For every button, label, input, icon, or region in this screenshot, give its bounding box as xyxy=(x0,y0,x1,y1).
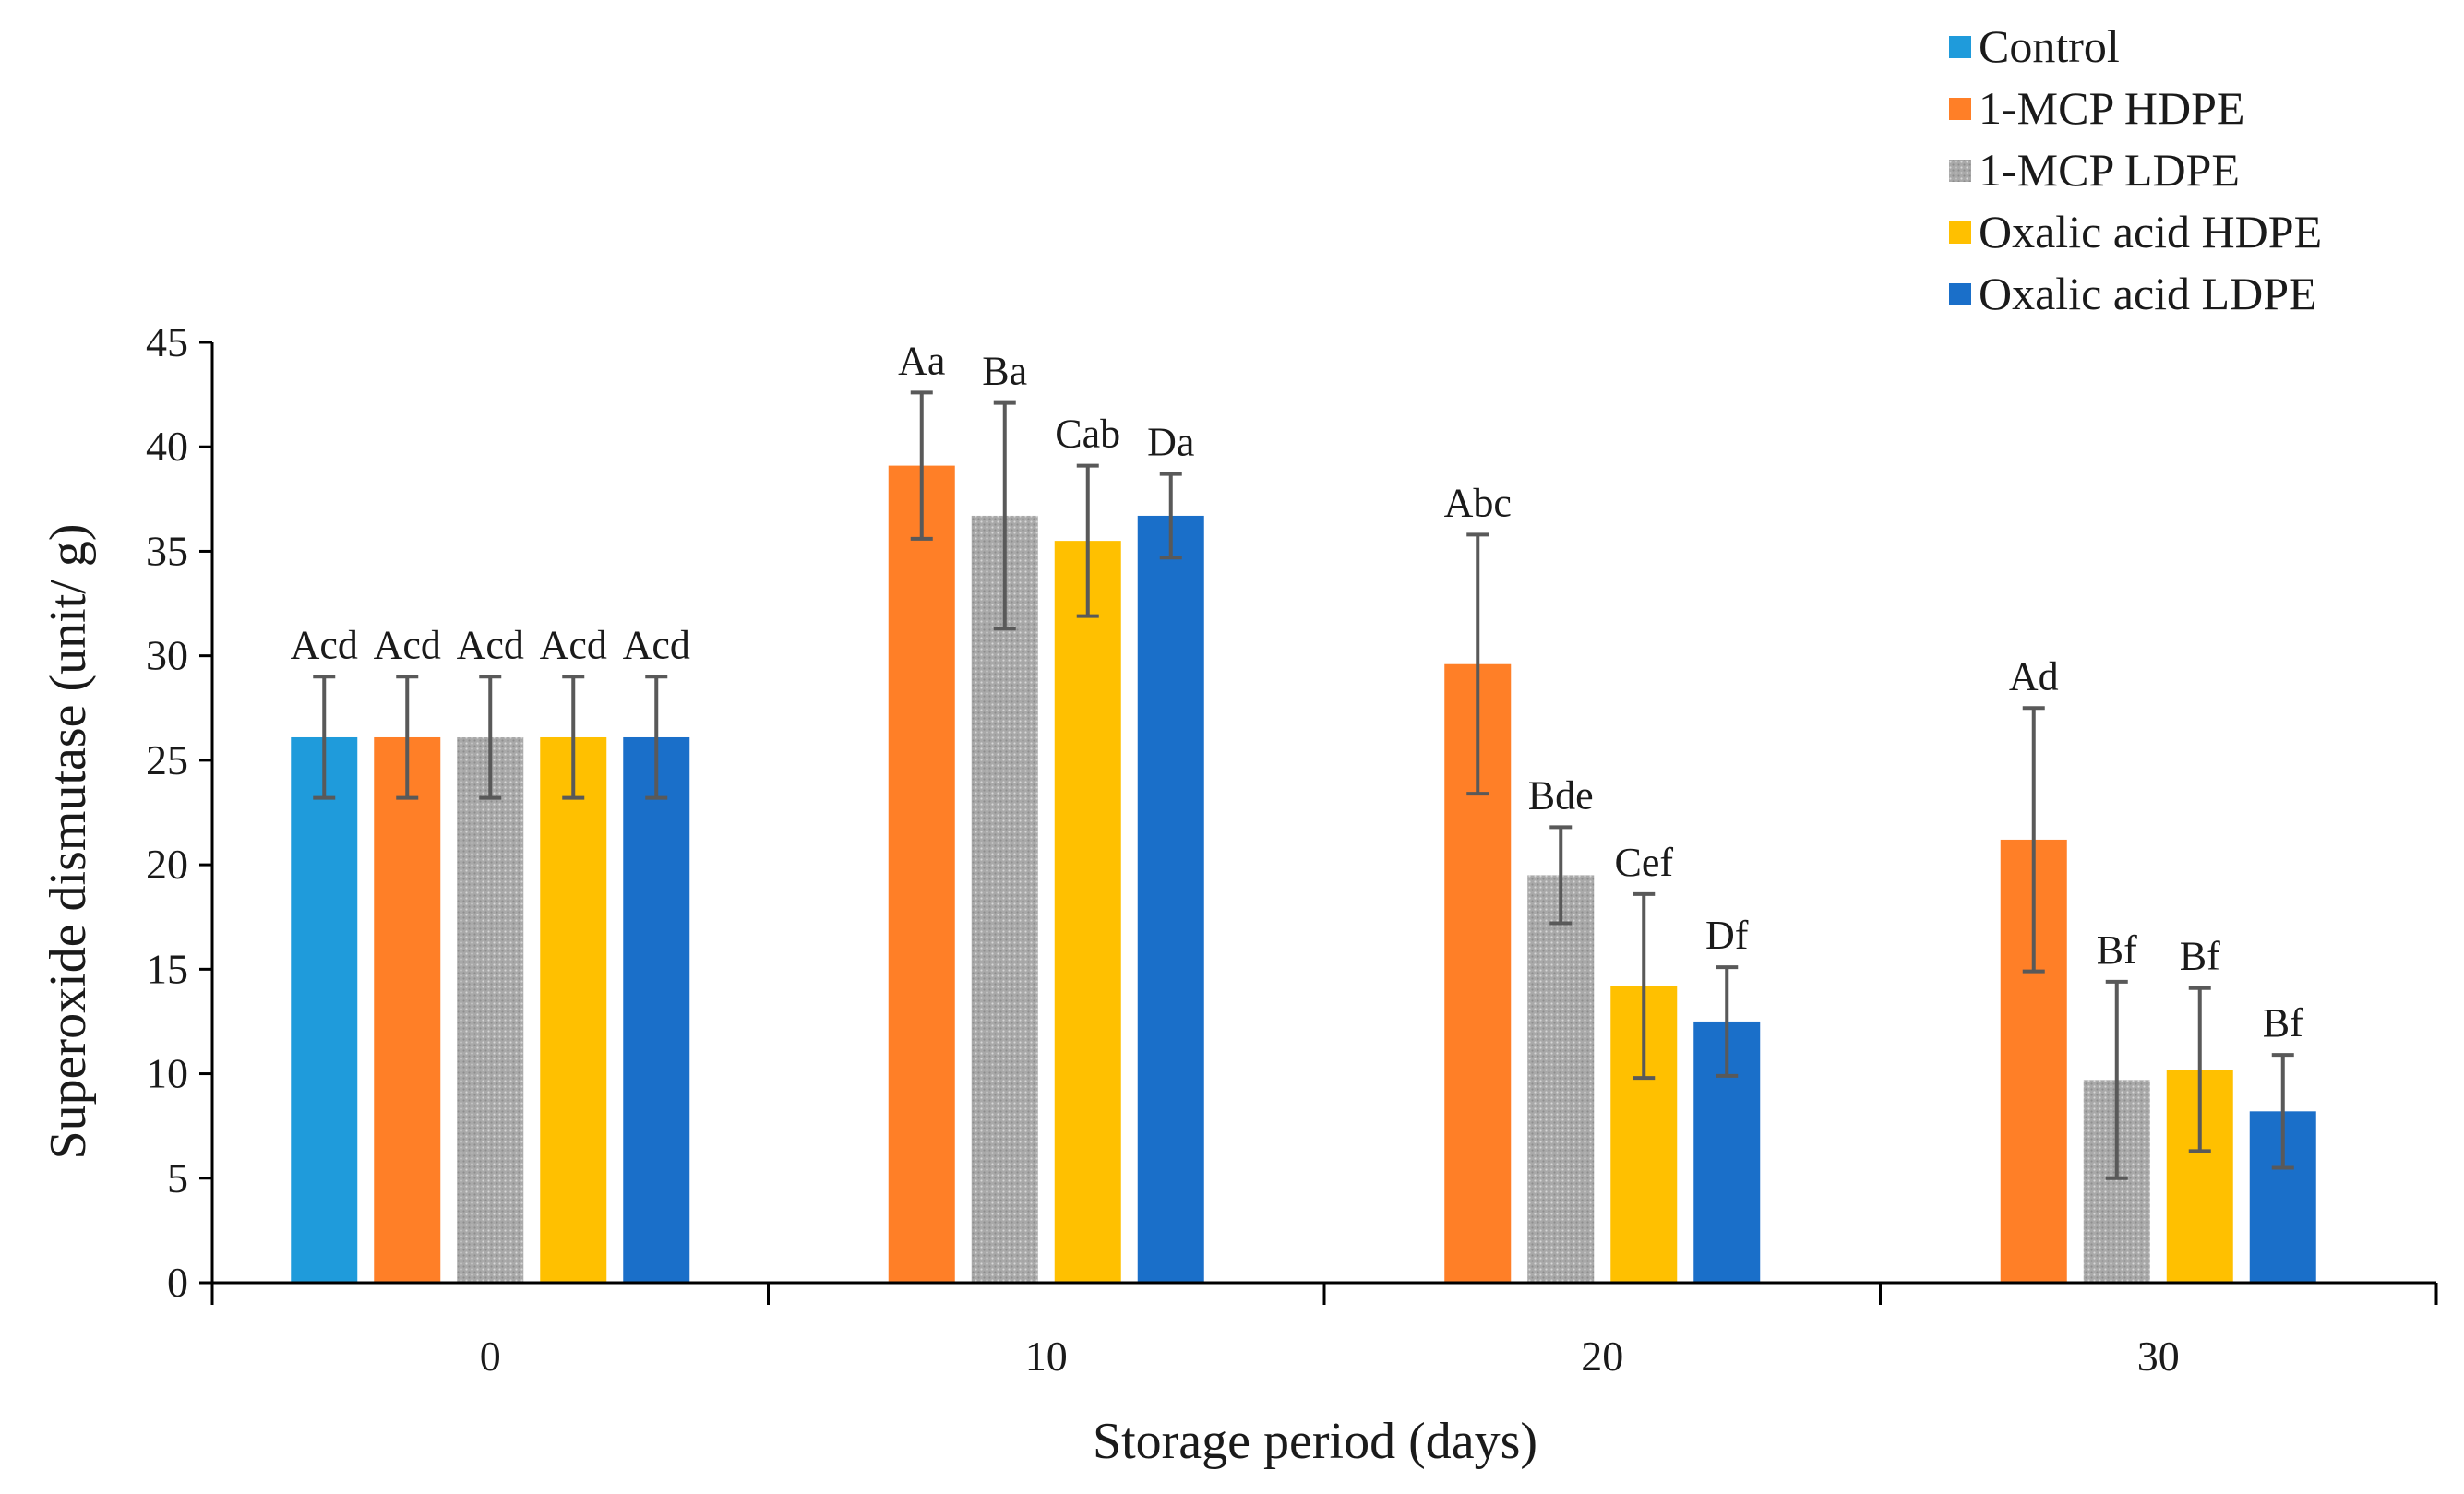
x-tick-label: 10 xyxy=(1025,1333,1068,1380)
y-tick-label: 40 xyxy=(146,423,188,470)
data-label: Acd xyxy=(540,622,607,667)
legend-swatch xyxy=(1949,283,1971,305)
x-axis-ticks: 0 10 20 30 xyxy=(210,1283,2438,1380)
error-bars xyxy=(313,390,2294,1180)
y-tick-label: 25 xyxy=(146,736,188,783)
legend-swatch xyxy=(1949,160,1971,182)
data-label: Cef xyxy=(1614,840,1673,885)
y-tick-label: 30 xyxy=(146,632,188,679)
legend-swatch xyxy=(1949,221,1971,244)
x-tick-label: 0 xyxy=(480,1333,501,1380)
bar xyxy=(1054,541,1121,1283)
legend-label: Oxalic acid HDPE xyxy=(1979,206,2322,257)
x-tick-label: 20 xyxy=(1581,1333,1623,1380)
data-label: Acd xyxy=(457,622,524,667)
y-tick-label: 45 xyxy=(146,318,188,365)
data-label: Acd xyxy=(291,622,358,667)
data-label: Acd xyxy=(623,622,690,667)
significance-labels: Acd Acd Acd Acd Acd Aa Ba Cab Da Abc Bde Cef Df Ad Bf B… xyxy=(291,338,2304,1046)
legend-label: 1-MCP LDPE xyxy=(1979,144,2240,196)
bar xyxy=(971,515,1038,1283)
bar xyxy=(540,736,607,1283)
data-label: Bf xyxy=(2097,927,2137,973)
data-label: Ba xyxy=(982,349,1027,394)
bar xyxy=(888,465,955,1283)
legend-label: 1-MCP HDPE xyxy=(1979,82,2244,134)
bar xyxy=(374,736,441,1283)
y-tick-label: 5 xyxy=(167,1154,188,1201)
y-tick-label: 10 xyxy=(146,1050,188,1097)
legend-label: Control xyxy=(1979,20,2120,72)
legend: Control 1-MCP HDPE 1-MCP LDPE Oxalic acid H… xyxy=(1949,20,2322,319)
bars xyxy=(291,465,2316,1283)
bar xyxy=(1527,875,1595,1283)
y-tick-label: 20 xyxy=(146,841,188,888)
data-label: Cab xyxy=(1055,412,1120,457)
y-tick-label: 35 xyxy=(146,527,188,574)
data-label: Acd xyxy=(374,622,441,667)
data-label: Bde xyxy=(1528,772,1594,818)
x-axis-title: Storage period (days) xyxy=(1093,1413,1537,1470)
y-axis-ticks: 0 5 10 15 20 25 30 35 40 45 xyxy=(146,318,212,1306)
data-label: Aa xyxy=(898,338,945,383)
data-label: Da xyxy=(1147,420,1194,465)
y-axis-title: Superoxide dismutase (unit/ g) xyxy=(40,523,97,1159)
bar xyxy=(291,736,358,1283)
data-label: Bf xyxy=(2263,1000,2303,1046)
bar xyxy=(623,736,690,1283)
bar xyxy=(1137,515,1204,1283)
data-label: Abc xyxy=(1444,480,1512,525)
legend-swatch xyxy=(1949,98,1971,120)
data-label: Df xyxy=(1705,913,1749,958)
bar xyxy=(457,736,524,1283)
legend-label: Oxalic acid LDPE xyxy=(1979,268,2317,319)
data-label: Bf xyxy=(2180,934,2220,979)
x-tick-label: 30 xyxy=(2137,1333,2180,1380)
legend-swatch xyxy=(1949,36,1971,58)
y-tick-label: 15 xyxy=(146,945,188,992)
data-label: Ad xyxy=(2009,653,2059,699)
y-tick-label: 0 xyxy=(167,1259,188,1306)
